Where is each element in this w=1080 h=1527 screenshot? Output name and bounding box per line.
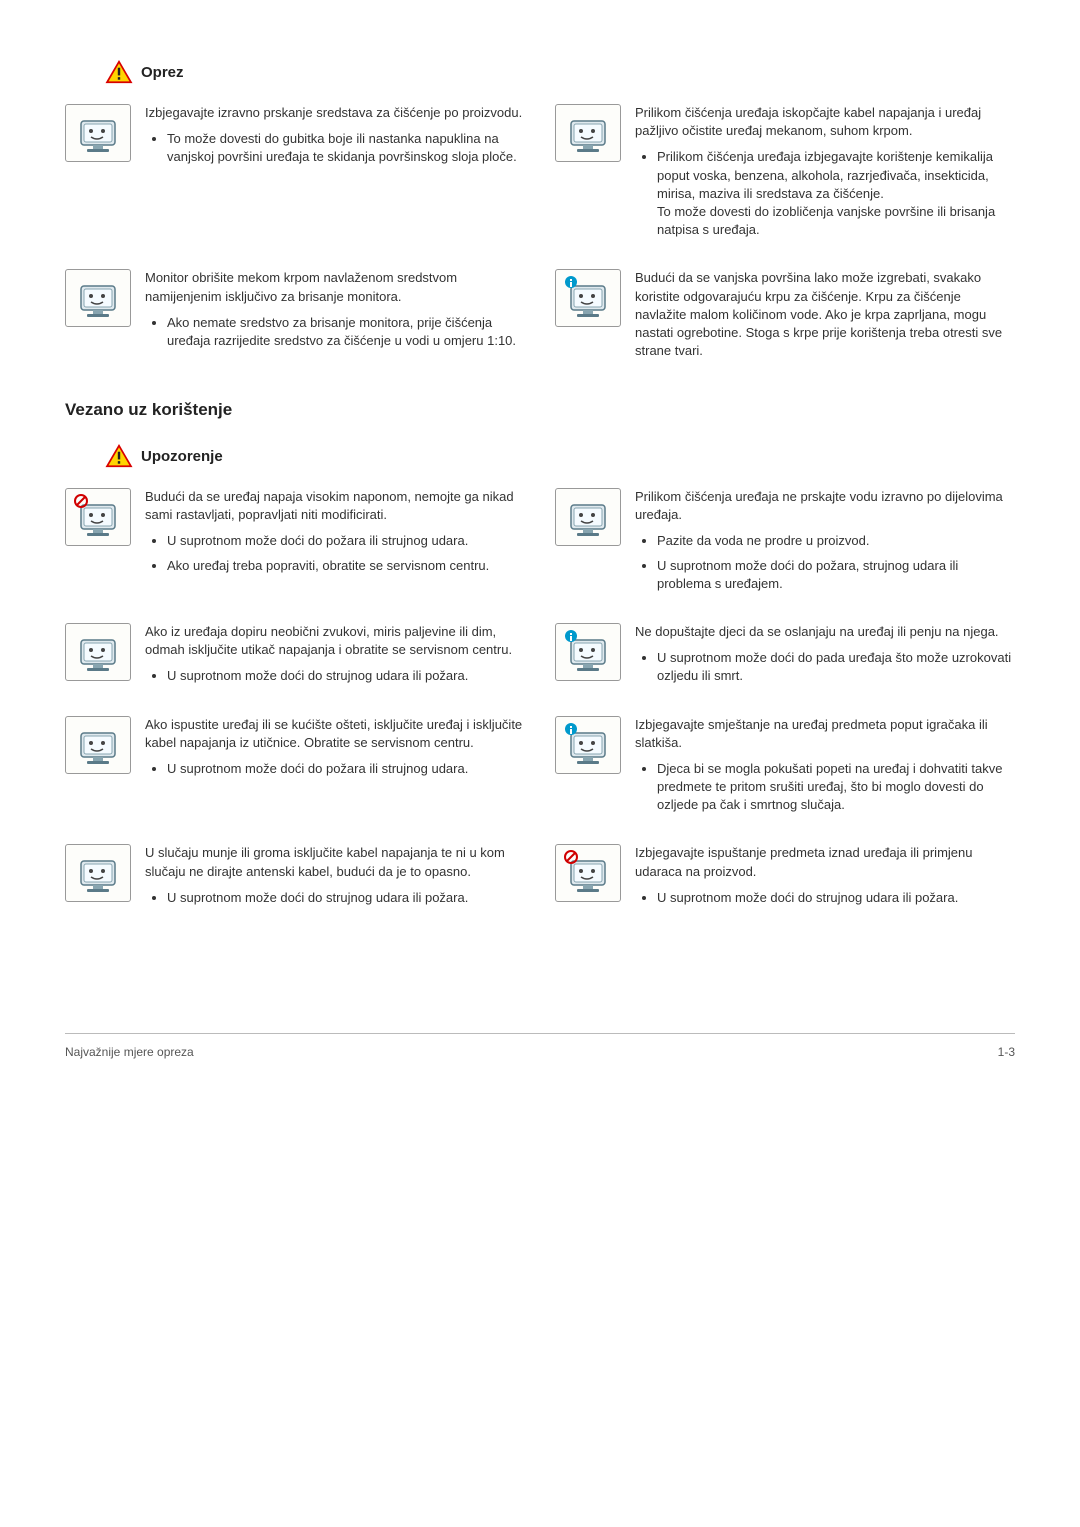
instruction-bullets: Djeca bi se mogla pokušati popeti na ure… — [635, 760, 1015, 815]
instruction-row: Budući da se uređaj napaja visokim napon… — [65, 488, 1015, 599]
instruction-lead: Budući da se vanjska površina lako može … — [635, 269, 1015, 360]
instruction-bullets: U suprotnom može doći do požara ili stru… — [145, 760, 525, 778]
instruction-col: Monitor obrišite mekom krpom navlaženom … — [65, 269, 525, 368]
instruction-col: Izbjegavajte izravno prskanje sredstava … — [65, 104, 525, 245]
instruction-bullet: U suprotnom može doći do strujnog udara … — [167, 667, 525, 685]
instruction-bullet: U suprotnom može doći do strujnog udara … — [657, 889, 1015, 907]
instruction-text: Ne dopuštajte djeci da se oslanjaju na u… — [635, 623, 1015, 692]
instruction-bullet: U suprotnom može doći do pada uređaja št… — [657, 649, 1015, 685]
instruction-bullets: U suprotnom može doći do strujnog udara … — [145, 889, 525, 907]
instruction-col: Ako ispustite uređaj ili se kućište ošte… — [65, 716, 525, 821]
instruction-bullets: U suprotnom može doći do strujnog udara … — [145, 667, 525, 685]
instruction-thumb — [555, 104, 621, 162]
instruction-bullet: U suprotnom može doći do požara ili stru… — [167, 532, 525, 550]
instruction-thumb — [555, 488, 621, 546]
instruction-bullet: To može dovesti do gubitka boje ili nast… — [167, 130, 525, 166]
instruction-lead: Izbjegavajte smještanje na uređaj predme… — [635, 716, 1015, 752]
instruction-text: Prilikom čišćenja uređaja ne prskajte vo… — [635, 488, 1015, 599]
caution-icon — [105, 60, 133, 84]
instruction-col: Ne dopuštajte djeci da se oslanjaju na u… — [555, 623, 1015, 692]
instruction-bullet: Ako uređaj treba popraviti, obratite se … — [167, 557, 525, 575]
instruction-lead: Izbjegavajte ispuštanje predmeta iznad u… — [635, 844, 1015, 880]
instruction-thumb — [555, 844, 621, 902]
instruction-lead: Ako iz uređaja dopiru neobični zvukovi, … — [145, 623, 525, 659]
caution-header: Oprez — [105, 60, 1015, 84]
instruction-bullets: U suprotnom može doći do požara ili stru… — [145, 532, 525, 574]
instruction-lead: Prilikom čišćenja uređaja ne prskajte vo… — [635, 488, 1015, 524]
instruction-bullets: Pazite da voda ne prodre u proizvod. U su… — [635, 532, 1015, 593]
instruction-bullet: U suprotnom može doći do požara ili stru… — [167, 760, 525, 778]
instruction-col: Izbjegavajte ispuštanje predmeta iznad u… — [555, 844, 1015, 913]
instruction-text: Izbjegavajte izravno prskanje sredstava … — [145, 104, 525, 245]
instruction-row: Ako ispustite uređaj ili se kućište ošte… — [65, 716, 1015, 821]
footer-right: 1-3 — [998, 1044, 1015, 1061]
instruction-text: Budući da se vanjska površina lako može … — [635, 269, 1015, 368]
instruction-bullet: U suprotnom može doći do strujnog udara … — [167, 889, 525, 907]
instruction-bullets: To može dovesti do gubitka boje ili nast… — [145, 130, 525, 166]
instruction-text: Budući da se uređaj napaja visokim napon… — [145, 488, 525, 599]
instruction-lead: Ne dopuštajte djeci da se oslanjaju na u… — [635, 623, 1015, 641]
instruction-thumb — [65, 488, 131, 546]
instruction-text: Izbjegavajte smještanje na uređaj predme… — [635, 716, 1015, 821]
instruction-row: Monitor obrišite mekom krpom navlaženom … — [65, 269, 1015, 368]
instruction-lead: Monitor obrišite mekom krpom navlaženom … — [145, 269, 525, 305]
instruction-text: Monitor obrišite mekom krpom navlaženom … — [145, 269, 525, 368]
instruction-col: Budući da se uređaj napaja visokim napon… — [65, 488, 525, 599]
instruction-text: Ako ispustite uređaj ili se kućište ošte… — [145, 716, 525, 821]
warning-label: Upozorenje — [141, 446, 223, 467]
section-usage-title: Vezano uz korištenje — [65, 398, 1015, 422]
instruction-row: Izbjegavajte izravno prskanje sredstava … — [65, 104, 1015, 245]
instruction-col: Prilikom čišćenja uređaja iskopčajte kab… — [555, 104, 1015, 245]
instruction-lead: Ako ispustite uređaj ili se kućište ošte… — [145, 716, 525, 752]
instruction-bullet: U suprotnom može doći do požara, strujno… — [657, 557, 1015, 593]
instruction-thumb — [555, 716, 621, 774]
instruction-thumb — [65, 716, 131, 774]
instruction-lead: Izbjegavajte izravno prskanje sredstava … — [145, 104, 525, 122]
instruction-bullet: Ako nemate sredstvo za brisanje monitora… — [167, 314, 525, 350]
instruction-text: U slučaju munje ili groma isključite kab… — [145, 844, 525, 913]
instruction-lead: Budući da se uređaj napaja visokim napon… — [145, 488, 525, 524]
page-footer: Najvažnije mjere opreza 1-3 — [65, 1033, 1015, 1061]
instruction-thumb — [65, 844, 131, 902]
instruction-lead: U slučaju munje ili groma isključite kab… — [145, 844, 525, 880]
instruction-bullets: Ako nemate sredstvo za brisanje monitora… — [145, 314, 525, 350]
caution-label: Oprez — [141, 62, 184, 83]
instruction-bullet: Pazite da voda ne prodre u proizvod. — [657, 532, 1015, 550]
instruction-text: Izbjegavajte ispuštanje predmeta iznad u… — [635, 844, 1015, 913]
instruction-lead: Prilikom čišćenja uređaja iskopčajte kab… — [635, 104, 1015, 140]
instruction-bullet: Prilikom čišćenja uređaja izbjegavajte k… — [657, 148, 1015, 239]
warning-icon — [105, 444, 133, 468]
instruction-col: Izbjegavajte smještanje na uređaj predme… — [555, 716, 1015, 821]
footer-left: Najvažnije mjere opreza — [65, 1044, 194, 1061]
instruction-col: U slučaju munje ili groma isključite kab… — [65, 844, 525, 913]
instruction-col: Budući da se vanjska površina lako može … — [555, 269, 1015, 368]
instruction-row: U slučaju munje ili groma isključite kab… — [65, 844, 1015, 913]
instruction-bullet: Djeca bi se mogla pokušati popeti na ure… — [657, 760, 1015, 815]
instruction-row: Ako iz uređaja dopiru neobični zvukovi, … — [65, 623, 1015, 692]
instruction-thumb — [65, 623, 131, 681]
instruction-thumb — [555, 623, 621, 681]
warning-header: Upozorenje — [105, 444, 1015, 468]
instruction-text: Ako iz uređaja dopiru neobični zvukovi, … — [145, 623, 525, 692]
instruction-text: Prilikom čišćenja uređaja iskopčajte kab… — [635, 104, 1015, 245]
instruction-thumb — [555, 269, 621, 327]
instruction-col: Ako iz uređaja dopiru neobični zvukovi, … — [65, 623, 525, 692]
instruction-col: Prilikom čišćenja uređaja ne prskajte vo… — [555, 488, 1015, 599]
instruction-thumb — [65, 269, 131, 327]
instruction-bullets: U suprotnom može doći do pada uređaja št… — [635, 649, 1015, 685]
instruction-bullets: Prilikom čišćenja uređaja izbjegavajte k… — [635, 148, 1015, 239]
instruction-bullets: U suprotnom može doći do strujnog udara … — [635, 889, 1015, 907]
instruction-thumb — [65, 104, 131, 162]
